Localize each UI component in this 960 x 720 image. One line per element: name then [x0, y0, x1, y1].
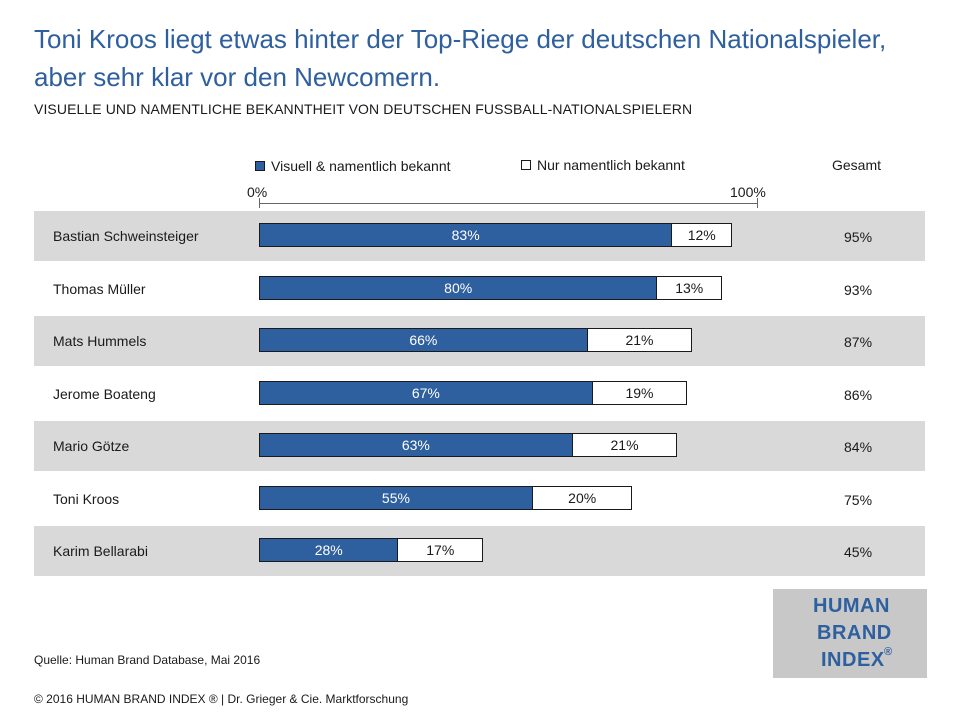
bar-visual-known: 66%: [259, 328, 588, 352]
axis-min-label: 0%: [247, 184, 268, 200]
total-value: 86%: [844, 386, 873, 403]
chart-row: Jerome Boateng 67% 19% 86%: [34, 369, 925, 419]
category-label: Thomas Müller: [53, 280, 146, 297]
legend-visual-swatch: [255, 161, 265, 171]
axis-max-label: 100%: [730, 184, 766, 200]
total-value: 95%: [844, 229, 873, 245]
logo-line-3: INDEX: [821, 649, 885, 671]
bar-visual-known: 80%: [259, 275, 658, 300]
bar-visual-known: 83%: [259, 223, 673, 247]
bar-visual-known: 55%: [259, 485, 533, 510]
total-value: 75%: [844, 491, 873, 508]
category-label: Bastian Schweinsteiger: [53, 228, 199, 244]
source-note: Quelle: Human Brand Database, Mai 2016: [34, 653, 261, 667]
chart-row: Bastian Schweinsteiger 83% 12% 95%: [34, 211, 925, 261]
bar-visual-known: 28%: [259, 538, 399, 562]
chart-subtitle: VISUELLE UND NAMENTLICHE BEKANNTHEIT VON…: [34, 101, 693, 117]
bar-visual-known: 63%: [259, 433, 573, 457]
human-brand-index-logo: HUMAN BRAND INDEX ®: [773, 589, 927, 678]
chart-row: Thomas Müller 80% 13% 93%: [34, 264, 925, 314]
axis-line: [259, 203, 758, 204]
legend-visual-label: Visuell & namentlich bekannt: [271, 158, 451, 174]
category-label: Karim Bellarabi: [53, 543, 148, 559]
total-value: 45%: [844, 544, 873, 560]
bar-name-only: 21%: [572, 433, 678, 457]
legend-name-swatch: [521, 160, 531, 170]
copyright-footer: © 2016 HUMAN BRAND INDEX ® | Dr. Grieger…: [34, 692, 409, 706]
total-column-header: Gesamt: [832, 157, 882, 173]
total-value: 87%: [844, 334, 873, 350]
total-value: 84%: [844, 439, 873, 455]
legend-visual: Visuell & namentlich bekannt: [255, 158, 451, 174]
axis-tick-min: [259, 198, 260, 208]
category-label: Mats Hummels: [53, 333, 147, 349]
bar-name-only: 12%: [672, 223, 733, 247]
legend-name-label: Nur namentlich bekannt: [537, 157, 685, 173]
legend-name: Nur namentlich bekannt: [521, 157, 685, 173]
logo-registered-mark: ®: [884, 646, 893, 658]
chart-row: Toni Kroos 55% 20% 75%: [34, 474, 925, 524]
category-label: Mario Götze: [53, 438, 130, 454]
chart-row: Karim Bellarabi 28% 17% 45%: [34, 526, 925, 576]
bar-name-only: 13%: [657, 275, 723, 300]
total-value: 93%: [844, 281, 873, 298]
bar-name-only: 17%: [398, 538, 484, 562]
chart-title: Toni Kroos liegt etwas hinter der Top-Ri…: [34, 24, 887, 92]
chart-row: Mario Götze 63% 21% 84%: [34, 421, 925, 471]
chart-row: Mats Hummels 66% 21% 87%: [34, 316, 925, 366]
axis-tick-max: [757, 198, 758, 208]
category-label: Toni Kroos: [53, 490, 120, 507]
logo-line-2: BRAND: [817, 622, 892, 644]
bar-name-only: 19%: [592, 380, 688, 405]
logo-line-1: HUMAN: [813, 595, 890, 617]
bar-name-only: 20%: [532, 485, 633, 510]
bar-name-only: 21%: [587, 328, 693, 352]
category-label: Jerome Boateng: [53, 385, 156, 402]
bar-visual-known: 67%: [259, 380, 593, 405]
